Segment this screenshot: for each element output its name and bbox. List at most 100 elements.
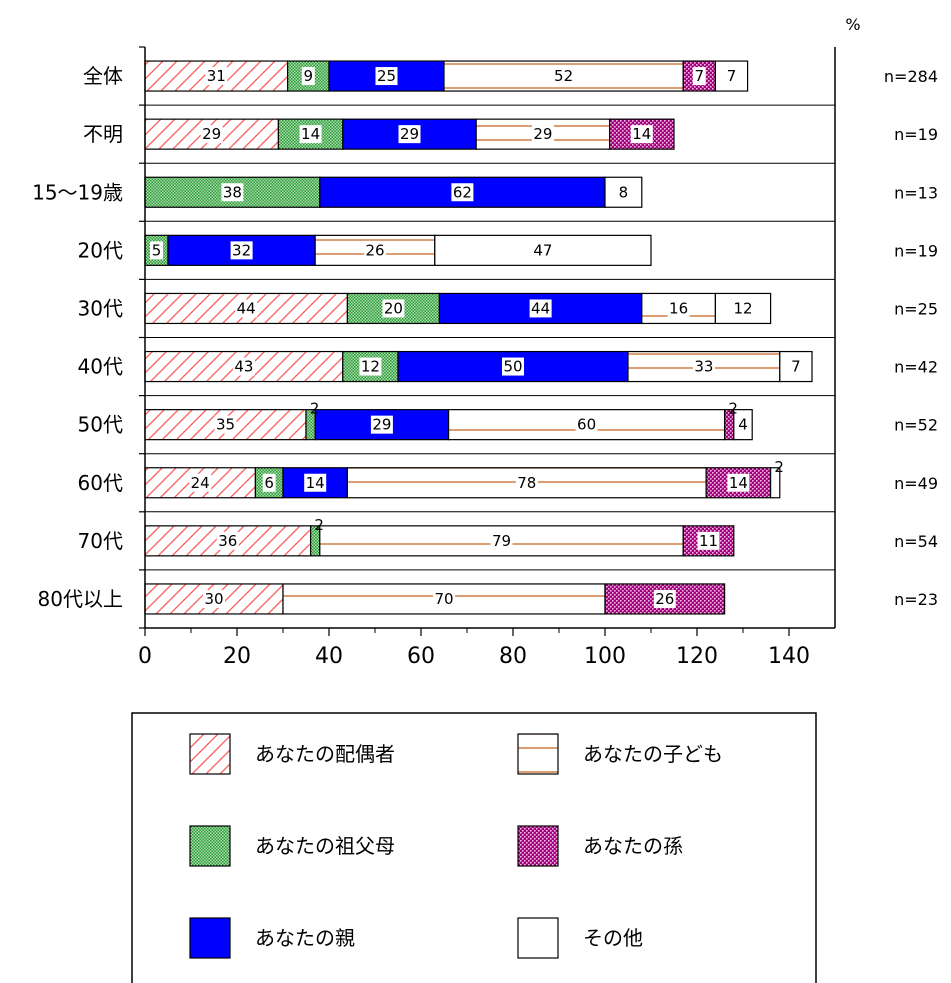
data-label: 12 — [361, 358, 380, 376]
data-label: 31 — [207, 67, 226, 85]
data-label: 7 — [727, 67, 737, 85]
data-label-bg — [575, 415, 598, 434]
bar-segment — [682, 525, 735, 557]
data-label: 29 — [372, 416, 391, 434]
data-label-bg — [727, 473, 750, 492]
category-label: 20代 — [78, 238, 123, 262]
data-label: 20 — [384, 299, 403, 317]
data-label: 2 — [774, 458, 784, 476]
data-label: 26 — [655, 590, 674, 608]
data-label-bg — [370, 415, 393, 434]
legend-label: あなたの配偶者 — [255, 742, 395, 766]
sample-size-label: n=13 — [894, 183, 938, 202]
legend-swatch — [189, 917, 231, 959]
data-label-bg — [451, 183, 474, 202]
data-label-bg — [205, 67, 228, 86]
data-label-bg — [262, 473, 276, 492]
category-label: 80代以上 — [38, 587, 123, 611]
data-label-bg — [732, 299, 754, 318]
data-label-bg — [552, 67, 575, 86]
data-label-bg — [299, 125, 322, 144]
data-label-bg — [364, 241, 386, 260]
data-label: 6 — [264, 474, 274, 492]
data-label-bg — [189, 473, 212, 492]
data-label-bg — [398, 125, 421, 144]
x-tick-label: 0 — [138, 644, 152, 669]
data-label: 14 — [301, 125, 320, 143]
data-label: 78 — [517, 474, 536, 492]
data-label: 52 — [554, 67, 573, 85]
bar-segment — [328, 60, 445, 92]
data-label: 32 — [232, 241, 251, 259]
sample-size-label: n=19 — [894, 241, 938, 260]
data-label-bg — [725, 67, 738, 86]
data-label-bg — [616, 183, 630, 202]
data-label-bg — [382, 299, 405, 318]
data-label-bg — [667, 299, 690, 318]
bar-segment — [282, 467, 349, 499]
bar-segment — [342, 118, 477, 150]
data-label-bg — [221, 183, 244, 202]
data-label: 30 — [204, 590, 223, 608]
legend-label: あなたの祖父母 — [255, 834, 395, 858]
data-label: 25 — [377, 67, 396, 85]
category-label: 不明 — [83, 122, 123, 146]
data-label: 14 — [729, 474, 748, 492]
data-label-bg — [515, 473, 538, 492]
legend-label: あなたの親 — [255, 926, 355, 950]
data-label: 12 — [733, 299, 752, 317]
legend-label: あなたの孫 — [583, 834, 683, 858]
data-label: 2 — [310, 400, 320, 418]
data-label: 44 — [237, 299, 256, 317]
x-tick-label: 100 — [584, 644, 626, 669]
data-label: 47 — [533, 241, 552, 259]
sample-size-label: n=54 — [894, 532, 938, 551]
data-label: 8 — [619, 183, 629, 201]
data-label-bg — [203, 589, 225, 608]
data-label: 35 — [216, 416, 235, 434]
bar-segment — [769, 467, 781, 499]
x-tick-label: 20 — [223, 644, 251, 669]
data-label: 50 — [503, 358, 522, 376]
x-tick-label: 80 — [499, 644, 527, 669]
data-label-bg — [531, 241, 554, 260]
data-label: 70 — [434, 590, 453, 608]
data-label: 62 — [453, 183, 472, 201]
data-label: 44 — [531, 299, 550, 317]
data-label: 14 — [306, 474, 325, 492]
x-tick-label: 120 — [676, 644, 718, 669]
data-label-bg — [235, 299, 258, 318]
data-label-bg — [150, 241, 163, 260]
data-label-bg — [529, 299, 552, 318]
data-label: 43 — [234, 358, 253, 376]
data-label: 38 — [223, 183, 242, 201]
category-label: 70代 — [78, 529, 123, 553]
data-label: 2 — [314, 516, 324, 534]
data-label: 36 — [218, 532, 237, 550]
data-label: 7 — [695, 67, 705, 85]
legend-label: あなたの子ども — [583, 742, 723, 766]
data-label: 11 — [699, 532, 718, 550]
sample-size-label: n=42 — [894, 358, 938, 377]
data-label-bg — [230, 241, 253, 260]
category-label: 15〜19歳 — [32, 180, 123, 204]
data-label-bg — [736, 415, 750, 434]
data-label: 14 — [632, 125, 651, 143]
sample-size-label: n=49 — [894, 474, 938, 493]
sample-size-label: n=23 — [894, 590, 938, 609]
category-label: 50代 — [78, 413, 123, 437]
data-label-bg — [692, 67, 706, 86]
data-label: 7 — [791, 358, 801, 376]
x-tick-label: 40 — [315, 644, 343, 669]
legend-box — [131, 712, 817, 983]
data-label: 5 — [152, 241, 162, 259]
legend-swatch — [517, 917, 559, 959]
data-label: 29 — [400, 125, 419, 143]
bar-segment — [314, 234, 436, 266]
data-label-bg — [490, 531, 513, 550]
category-label: 全体 — [83, 64, 123, 88]
data-label: 60 — [577, 416, 596, 434]
data-label-bg — [301, 67, 315, 86]
category-label: 30代 — [78, 296, 123, 320]
